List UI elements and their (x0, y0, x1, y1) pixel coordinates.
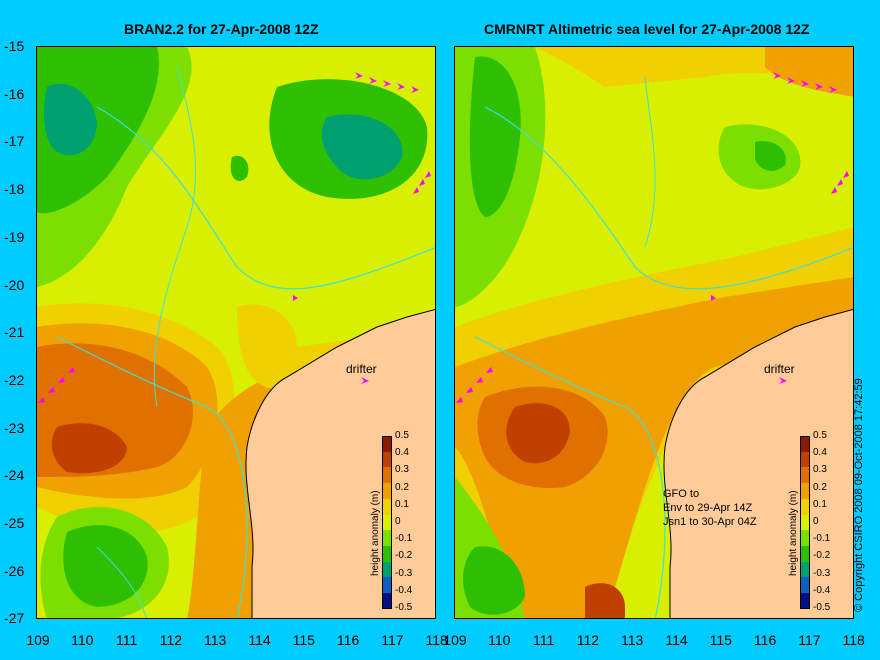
left-panel-title: BRAN2.2 for 27-Apr-2008 12Z (124, 21, 319, 37)
colorbar-label: height anomaly (m) (370, 490, 381, 576)
colorbar-tick: 0.5 (813, 430, 827, 441)
drifter-label-left: drifter (346, 362, 377, 376)
colorbar-tick: 0.4 (813, 447, 827, 459)
colorbar-label: height anomaly (m) (788, 490, 799, 576)
colorbar-tick: 0.5 (395, 430, 409, 441)
colorbar-segment (382, 561, 392, 578)
colorbar-segment (800, 483, 810, 500)
colorbar-tick: -0.1 (813, 533, 831, 545)
colorbar-segment (382, 514, 392, 531)
y-tick-label: -20 (4, 276, 25, 293)
colorbar-tick: 0 (395, 516, 401, 527)
colorbar-segment (800, 436, 810, 453)
colorbar-segment (800, 577, 810, 594)
colorbar-tick: 0.2 (813, 481, 827, 493)
colorbar-segment (382, 498, 392, 515)
x-tick-label: 110 (71, 632, 94, 648)
x-tick-label: 116 (336, 632, 360, 648)
x-tick-label: 117 (798, 632, 821, 648)
y-tick-label: -22 (4, 371, 25, 388)
colorbar-segment (382, 577, 392, 594)
y-tick-label: -21 (4, 324, 25, 341)
colorbar-tick: -0.5 (395, 602, 413, 613)
y-tick-label: -24 (4, 467, 25, 484)
colorbar-segment (800, 530, 810, 547)
y-tick-label: -17 (4, 133, 25, 150)
colorbar-segment (800, 545, 810, 563)
colorbar-segment (382, 545, 392, 563)
x-tick-label: 117 (381, 632, 404, 648)
colorbar-tick: -0.3 (813, 567, 831, 579)
colorbar-segment (800, 498, 810, 515)
x-tick-label: 113 (204, 632, 227, 648)
copyright-text: © Copyright CSIRO 2008 09-Oct-2008 17:42… (853, 378, 865, 612)
colorbar-tick: -0.1 (395, 533, 413, 545)
colorbar-tick: -0.4 (813, 584, 831, 596)
right-panel-title: CMRNRT Altimetric sea level for 27-Apr-2… (484, 21, 810, 37)
y-tick-label: -27 (4, 610, 25, 627)
y-tick-label: -19 (4, 228, 25, 245)
x-tick-label: 115 (709, 632, 732, 648)
colorbar-frame (800, 436, 810, 609)
colorbar-tick: 0.2 (395, 481, 409, 493)
colorbar-tick: 0.1 (813, 498, 827, 510)
x-tick-label: 112 (159, 632, 183, 648)
colorbar-segment (382, 467, 392, 484)
colorbar-tick: 0.3 (813, 464, 827, 476)
x-tick-label: 112 (576, 632, 600, 648)
x-tick-label: 110 (488, 632, 511, 648)
gfo-note: GFO to Env to 29-Apr 14Z Jsn1 to 30-Apr … (663, 487, 757, 529)
colorbar-tick: 0.3 (395, 464, 409, 476)
x-tick-label: 113 (621, 632, 644, 648)
colorbar-segment (800, 467, 810, 484)
colorbar-frame (382, 436, 392, 609)
y-tick-label: -23 (4, 419, 25, 436)
y-tick-label: -18 (4, 181, 25, 198)
drifter-label-right: drifter (764, 362, 795, 376)
colorbar-tick: 0 (813, 516, 819, 527)
x-tick-label: 118 (842, 632, 865, 648)
gfo-note-line: GFO to (663, 488, 700, 500)
colorbar-segment (382, 593, 392, 610)
x-tick-label: 111 (115, 632, 138, 648)
gfo-note-line: Env to 29-Apr 14Z (663, 502, 753, 514)
colorbar-segment (800, 593, 810, 610)
colorbar-segment (382, 436, 392, 453)
colorbar-segment (382, 530, 392, 547)
y-tick-label: -16 (4, 85, 25, 102)
x-tick-label: 114 (248, 632, 271, 648)
colorbar-tick: -0.2 (813, 550, 831, 562)
left-map-svg (37, 47, 435, 618)
colorbar-segment (800, 561, 810, 578)
x-tick-label: 116 (753, 632, 777, 648)
colorbar-tick: -0.2 (395, 550, 413, 562)
colorbar-segment (382, 451, 392, 468)
colorbar-segment (382, 483, 392, 500)
colorbar-segment (800, 451, 810, 468)
colorbar-segment (800, 514, 810, 531)
x-tick-label: 111 (532, 632, 555, 648)
y-tick-label: -25 (4, 515, 25, 531)
colorbar-tick: -0.3 (395, 567, 413, 579)
colorbar-tick: -0.4 (395, 584, 413, 596)
x-tick-label: 109 (26, 632, 50, 648)
colorbar-tick: 0.1 (395, 498, 409, 510)
x-tick-label: 109 (443, 632, 467, 648)
gfo-note-line: Jsn1 to 30-Apr 04Z (663, 516, 757, 528)
x-tick-label: 115 (292, 632, 315, 648)
x-tick-label: 114 (665, 632, 688, 648)
left-map-panel (36, 46, 436, 619)
colorbar-tick: -0.5 (813, 602, 831, 613)
colorbar-tick: 0.4 (395, 447, 409, 459)
y-tick-label: -26 (4, 562, 25, 579)
x-tick-label: 118 (425, 632, 448, 648)
y-tick-label: -15 (4, 38, 25, 54)
